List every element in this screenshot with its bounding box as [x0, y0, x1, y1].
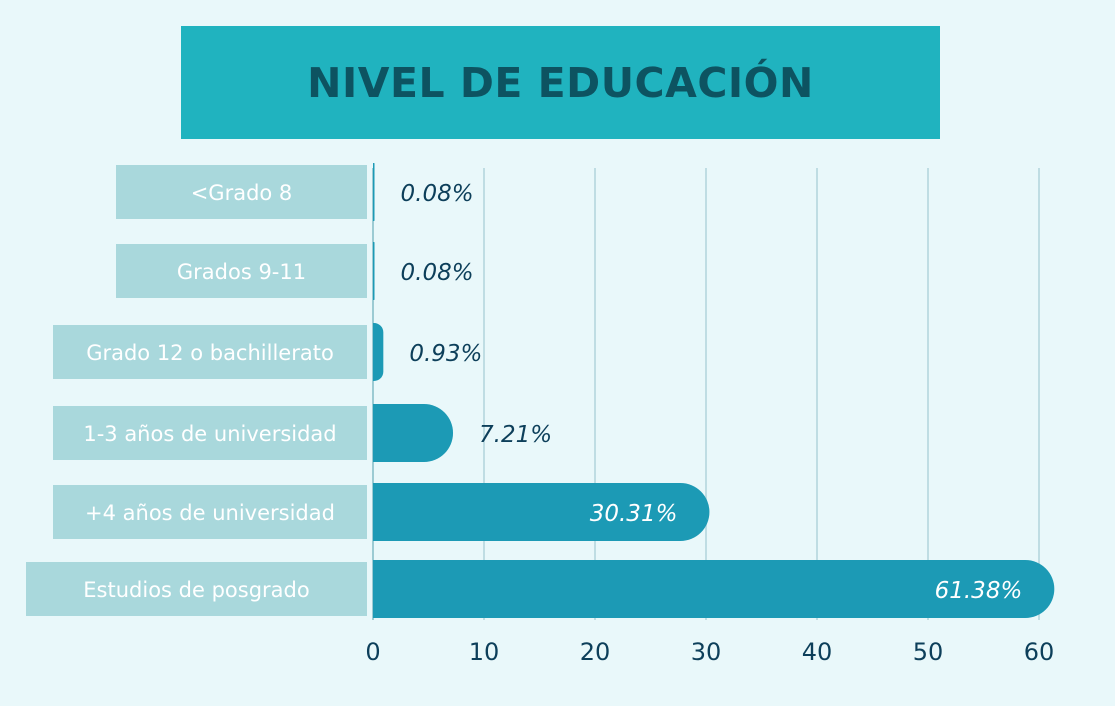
category-label-box — [116, 244, 367, 298]
data-label: 0.08% — [401, 260, 474, 286]
data-label: 0.93% — [409, 341, 482, 367]
category-label: Grados 9-11 — [177, 260, 306, 284]
category-label-box — [26, 562, 367, 616]
x-tick-label: 50 — [913, 638, 944, 666]
x-axis-ticks: 0 10 20 30 40 50 60 — [365, 638, 1054, 666]
chart-title-box: NIVEL DE EDUCACIÓN — [181, 26, 940, 139]
data-label: 0.08% — [401, 181, 474, 207]
x-tick-label: 0 — [365, 638, 380, 666]
bar — [373, 242, 375, 300]
category-label: +4 años de universidad — [85, 501, 335, 525]
x-tick-label: 30 — [691, 638, 722, 666]
value-labels: 0.08% 0.08% 0.93% 7.21% 30.31% 61.38% — [401, 181, 1023, 604]
chart-title: NIVEL DE EDUCACIÓN — [307, 58, 814, 107]
x-tick-label: 40 — [802, 638, 833, 666]
x-tick-label: 20 — [580, 638, 611, 666]
data-label: 7.21% — [479, 422, 552, 448]
bar — [373, 323, 384, 381]
category-label: 1-3 años de universidad — [83, 422, 336, 446]
bars — [373, 163, 1055, 618]
category-label-box — [53, 406, 367, 460]
category-labels: <Grado 8 Grados 9-11 Grado 12 o bachillera… — [26, 165, 367, 616]
category-label: <Grado 8 — [191, 181, 293, 205]
grid-lines — [372, 168, 1040, 620]
category-label: Estudios de posgrado — [83, 578, 309, 602]
category-label-box — [116, 165, 367, 219]
x-tick-label: 10 — [469, 638, 500, 666]
category-label: Grado 12 o bachillerato — [86, 341, 334, 365]
category-label-box — [53, 325, 367, 379]
bar — [373, 483, 710, 541]
bar — [373, 560, 1055, 618]
x-tick-label: 60 — [1024, 638, 1055, 666]
bar — [373, 163, 375, 221]
category-label-box — [53, 485, 367, 539]
bar — [373, 404, 454, 462]
data-label: 30.31% — [590, 501, 678, 527]
data-label: 61.38% — [935, 578, 1023, 604]
